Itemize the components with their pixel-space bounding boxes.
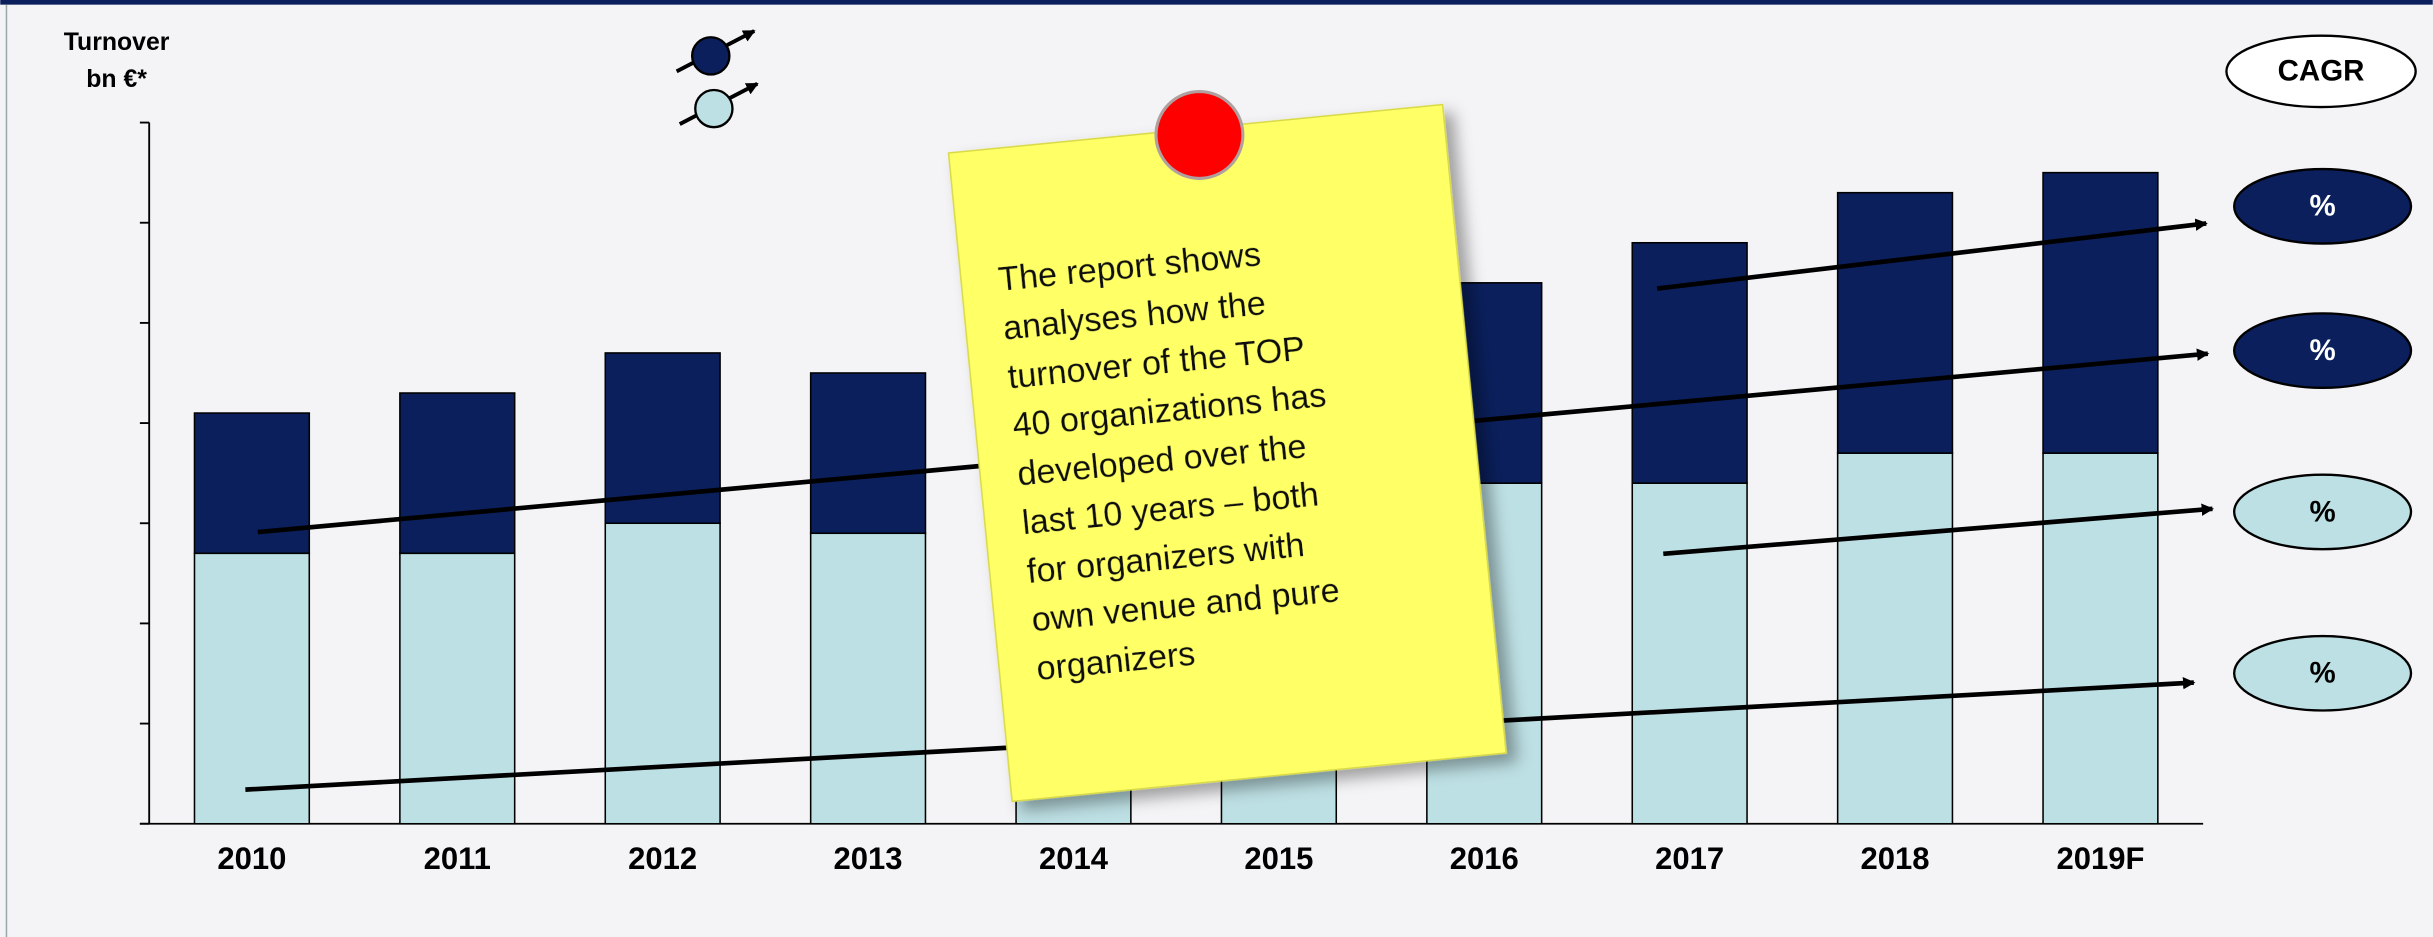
cagr-label: % (2309, 495, 2335, 528)
cagr-pill (2233, 473, 2413, 551)
note-pin (1154, 89, 1245, 180)
cagr-title: CAGR (2278, 55, 2365, 88)
x-tick-label: 2010 (217, 841, 286, 876)
top-border (0, 0, 2433, 5)
cagr-pills: %%%% (2233, 167, 2413, 712)
legend-marker (694, 88, 734, 129)
bar-segment (1836, 191, 1954, 454)
x-tick-label: 2012 (628, 841, 697, 876)
x-tick-label: 2019F (2056, 841, 2144, 876)
bar-segment (604, 522, 721, 825)
cagr-header (2225, 34, 2417, 109)
legend-marker (690, 36, 731, 76)
axis-title: bn €* (86, 66, 147, 93)
cagr-pill (2233, 634, 2413, 712)
cagr-label: % (2309, 334, 2335, 367)
bar-segment (1631, 482, 1748, 825)
bar-segment (193, 552, 311, 825)
trend-arrow (1656, 218, 2208, 291)
x-tick-label: 2014 (1039, 841, 1109, 876)
x-tick-label: 2013 (834, 841, 903, 876)
bar-segment (809, 532, 927, 825)
bar-segment (399, 392, 516, 555)
bar-segment (2042, 452, 2159, 825)
bar-segment (193, 412, 311, 555)
cagr-label: % (2309, 190, 2335, 223)
bar-segment (2042, 171, 2159, 454)
cagr-pill (2233, 167, 2413, 245)
x-tick-label: 2018 (1861, 841, 1930, 876)
bar-segment (1836, 452, 1954, 825)
x-tick-label: 2015 (1244, 841, 1313, 876)
cagr-label: % (2309, 657, 2335, 690)
x-tick-label: 2011 (424, 841, 491, 876)
bar-segment (399, 552, 516, 825)
axis-title: Turnover (64, 29, 170, 56)
trend-arrow (1663, 503, 2214, 557)
x-tick-label: 2016 (1450, 841, 1519, 876)
x-tick-label: 2017 (1655, 841, 1724, 876)
legend (675, 29, 759, 129)
cagr-pill (2233, 312, 2413, 389)
bar-segment (809, 372, 927, 535)
